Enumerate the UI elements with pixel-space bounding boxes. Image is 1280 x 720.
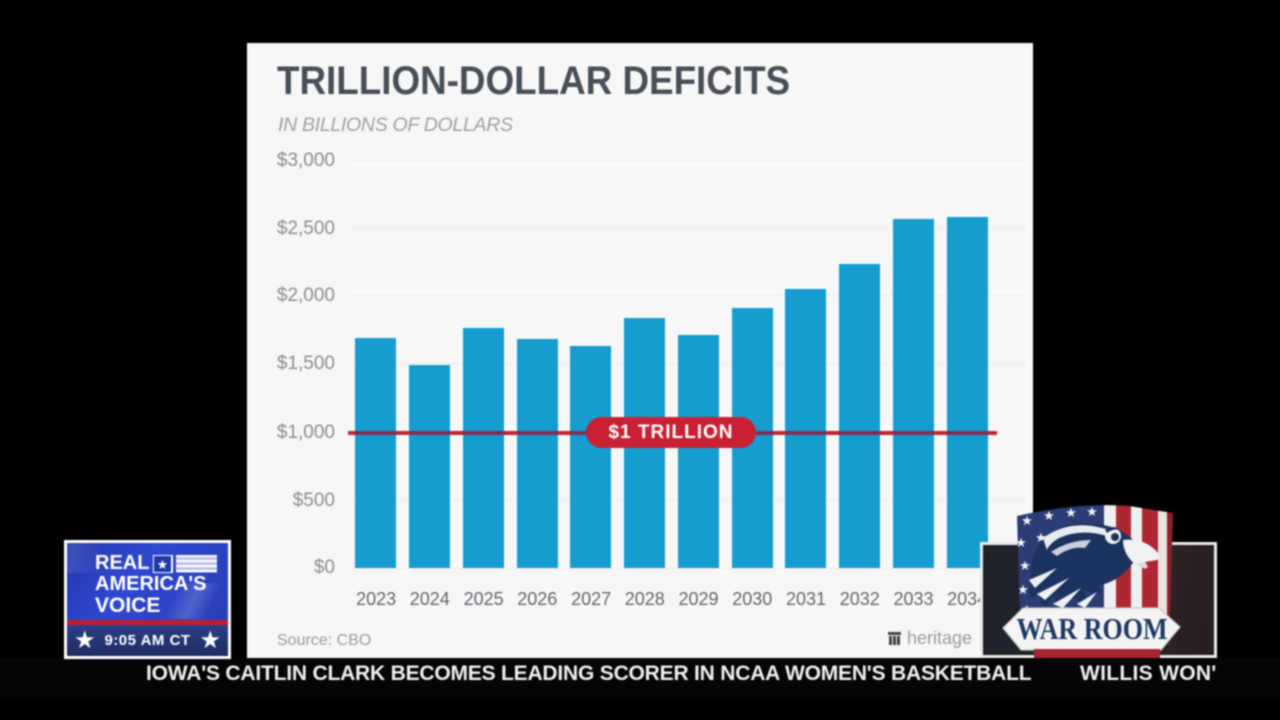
svg-text:★: ★ bbox=[1043, 508, 1055, 523]
svg-text:★: ★ bbox=[1065, 505, 1077, 520]
svg-text:WAR ROOM: WAR ROOM bbox=[1016, 612, 1167, 647]
svg-text:★: ★ bbox=[1021, 513, 1033, 528]
svg-text:★: ★ bbox=[1015, 535, 1027, 550]
svg-text:★: ★ bbox=[1035, 530, 1047, 545]
svg-text:★: ★ bbox=[157, 557, 169, 572]
svg-text:★: ★ bbox=[1017, 582, 1029, 597]
svg-text:★: ★ bbox=[1019, 558, 1031, 573]
svg-text:★: ★ bbox=[1086, 504, 1098, 519]
